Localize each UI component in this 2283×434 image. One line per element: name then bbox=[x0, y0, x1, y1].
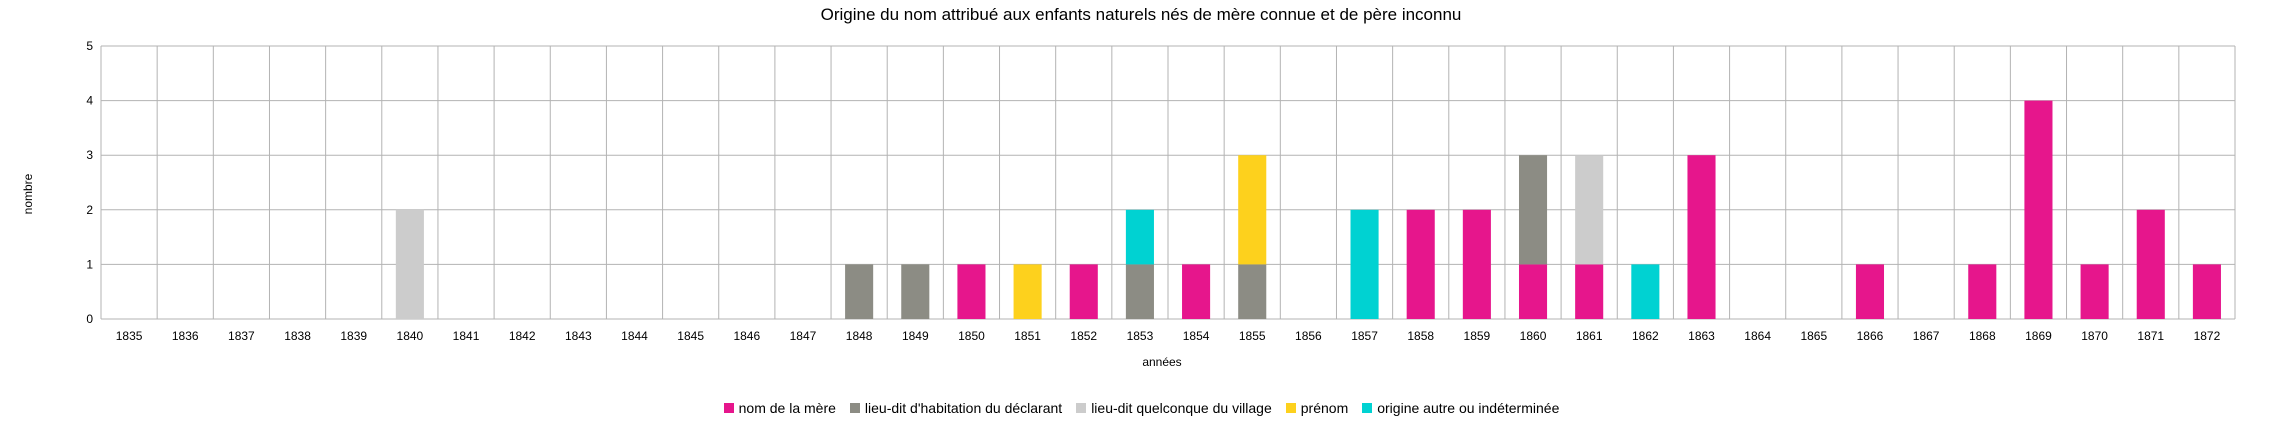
x-tick-label: 1852 bbox=[1070, 329, 1097, 343]
bar-segment bbox=[957, 264, 986, 319]
x-tick-label: 1854 bbox=[1183, 329, 1210, 343]
x-tick-label: 1845 bbox=[677, 329, 704, 343]
bar-segment bbox=[2136, 209, 2165, 319]
x-tick-label: 1867 bbox=[1913, 329, 1940, 343]
bar-segment bbox=[1125, 209, 1154, 265]
x-tick-label: 1856 bbox=[1295, 329, 1322, 343]
bar-segment bbox=[2192, 264, 2221, 319]
x-tick-label: 1836 bbox=[172, 329, 199, 343]
x-tick-label: 1858 bbox=[1407, 329, 1434, 343]
x-tick-label: 1871 bbox=[2137, 329, 2164, 343]
bars-layer bbox=[395, 100, 2221, 319]
bar-segment bbox=[1575, 155, 1604, 265]
axis-layer: 0 1 2 3 4 5 1835 1836 1837 1838 1839 1840 1841 1842 18… bbox=[86, 39, 2220, 343]
legend-label: lieu-dit d'habitation du déclarant bbox=[864, 400, 1063, 416]
x-tick-label: 1872 bbox=[2194, 329, 2221, 343]
x-tick-label: 1863 bbox=[1688, 329, 1715, 343]
bar-segment bbox=[1855, 264, 1885, 319]
x-tick-label: 1840 bbox=[397, 329, 424, 343]
x-tick-label: 1864 bbox=[1744, 329, 1771, 343]
legend-item: origine autre ou indéterminée bbox=[1362, 400, 1559, 416]
x-tick-label: 1837 bbox=[228, 329, 255, 343]
y-tick-label: 1 bbox=[86, 257, 93, 271]
x-tick-label: 1838 bbox=[284, 329, 311, 343]
y-tick-label: 5 bbox=[86, 39, 93, 53]
y-tick-label: 3 bbox=[86, 148, 93, 162]
legend-swatch bbox=[723, 403, 734, 413]
bar-segment bbox=[1518, 155, 1548, 265]
bar-segment bbox=[1350, 209, 1379, 319]
bar-segment bbox=[1462, 209, 1491, 319]
bar-segment bbox=[1238, 155, 1267, 265]
bar-segment bbox=[2024, 100, 2053, 319]
chart-title: Origine du nom attribué aux enfants natu… bbox=[821, 5, 1462, 24]
bar-segment bbox=[1687, 155, 1716, 319]
legend-label: origine autre ou indéterminée bbox=[1377, 400, 1560, 416]
grid-layer bbox=[100, 45, 2236, 320]
legend-item: lieu-dit quelconque du village bbox=[1076, 400, 1272, 416]
legend-item: lieu-dit d'habitation du déclarant bbox=[849, 400, 1063, 416]
y-tick-label: 2 bbox=[86, 203, 93, 217]
x-tick-label: 1848 bbox=[846, 329, 873, 343]
legend-swatch bbox=[1076, 403, 1087, 413]
x-tick-label: 1870 bbox=[2081, 329, 2108, 343]
y-tick-label: 0 bbox=[86, 312, 93, 326]
legend-label: prénom bbox=[1300, 400, 1349, 416]
bar-segment bbox=[845, 264, 874, 319]
x-tick-label: 1847 bbox=[790, 329, 817, 343]
bar-segment bbox=[1518, 264, 1548, 319]
x-tick-label: 1866 bbox=[1857, 329, 1884, 343]
legend-swatch bbox=[849, 403, 860, 413]
legend-swatch bbox=[1285, 403, 1296, 413]
bar-segment bbox=[1575, 264, 1604, 319]
x-tick-label: 1850 bbox=[958, 329, 985, 343]
x-tick-label: 1835 bbox=[116, 329, 143, 343]
legend: nom de la mère lieu-dit d'habitation du d… bbox=[0, 400, 2283, 416]
y-axis-label: nombre bbox=[21, 173, 35, 214]
x-tick-label: 1859 bbox=[1464, 329, 1491, 343]
bar-segment bbox=[1238, 264, 1267, 319]
x-axis-label: années bbox=[1142, 355, 1181, 369]
bar-segment bbox=[1182, 264, 1211, 319]
x-tick-label: 1865 bbox=[1800, 329, 1827, 343]
x-tick-label: 1869 bbox=[2025, 329, 2052, 343]
legend-item: nom de la mère bbox=[723, 400, 836, 416]
x-tick-label: 1849 bbox=[902, 329, 929, 343]
x-tick-label: 1862 bbox=[1632, 329, 1659, 343]
x-tick-label: 1868 bbox=[1969, 329, 1996, 343]
bar-segment bbox=[1125, 264, 1154, 319]
x-tick-label: 1855 bbox=[1239, 329, 1266, 343]
legend-label: nom de la mère bbox=[738, 400, 836, 416]
bar-segment bbox=[1968, 264, 1997, 319]
bar-segment bbox=[395, 209, 424, 319]
x-tick-label: 1843 bbox=[565, 329, 592, 343]
x-tick-label: 1841 bbox=[453, 329, 480, 343]
bar-segment bbox=[901, 264, 930, 319]
x-tick-label: 1857 bbox=[1351, 329, 1378, 343]
x-tick-label: 1861 bbox=[1576, 329, 1603, 343]
x-tick-label: 1839 bbox=[340, 329, 367, 343]
x-tick-label: 1853 bbox=[1127, 329, 1154, 343]
bar-segment bbox=[2080, 264, 2109, 319]
x-tick-label: 1844 bbox=[621, 329, 648, 343]
bar-segment bbox=[1069, 264, 1098, 319]
x-tick-label: 1860 bbox=[1520, 329, 1547, 343]
bar-segment bbox=[1013, 264, 1042, 319]
x-tick-label: 1851 bbox=[1014, 329, 1041, 343]
legend-item: prénom bbox=[1285, 400, 1349, 416]
y-tick-label: 4 bbox=[86, 94, 93, 108]
bar-segment bbox=[1406, 209, 1435, 319]
legend-swatch bbox=[1362, 403, 1373, 413]
x-tick-label: 1842 bbox=[509, 329, 536, 343]
legend-label: lieu-dit quelconque du village bbox=[1091, 400, 1272, 416]
bar-segment bbox=[1631, 264, 1660, 319]
x-tick-label: 1846 bbox=[733, 329, 760, 343]
